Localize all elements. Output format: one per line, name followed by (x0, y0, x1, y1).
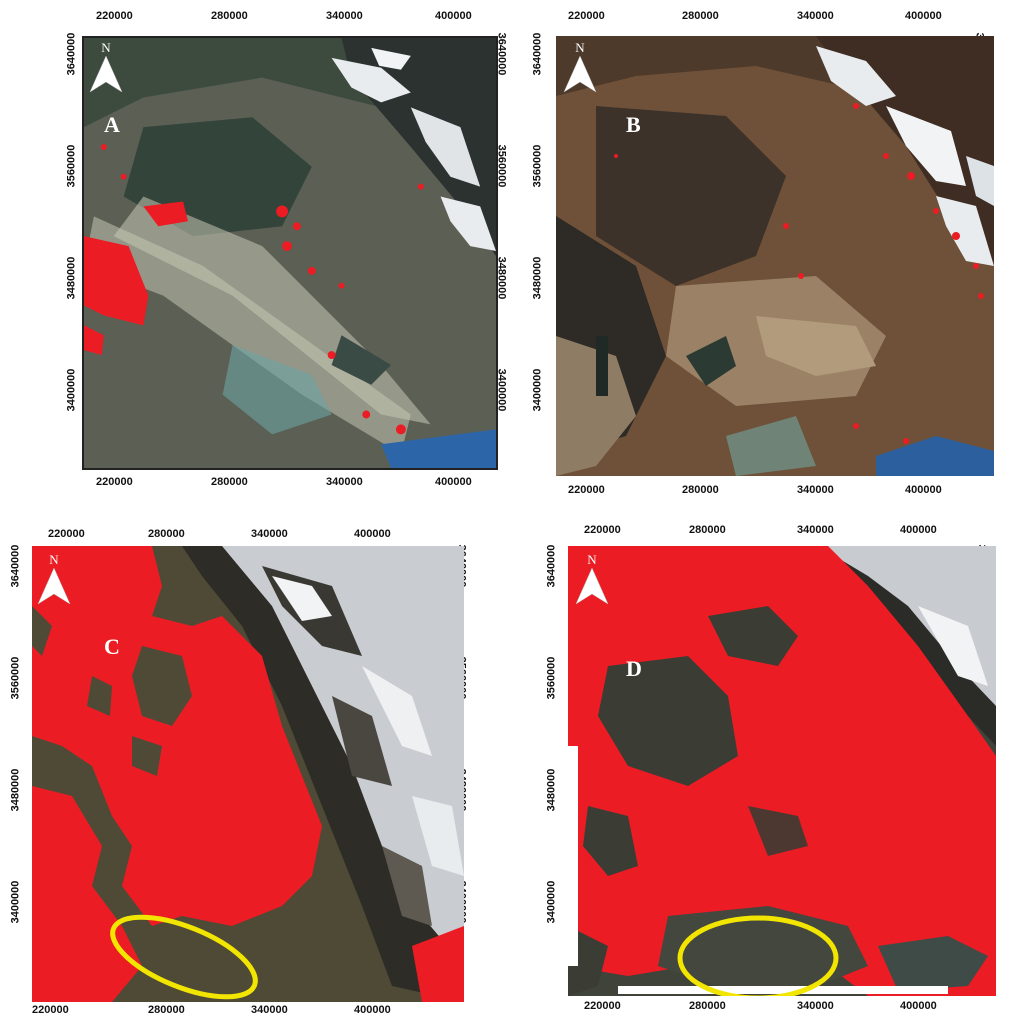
y-tick-left: 3560000 (65, 144, 78, 188)
x-tick-top: 220000 (96, 10, 133, 22)
north-arrow-icon: N (86, 40, 126, 94)
x-tick-top: 400000 (354, 528, 391, 540)
panel-letter: A (104, 112, 120, 137)
x-tick-top: 280000 (148, 528, 185, 540)
x-tick-bottom: 220000 (584, 1000, 621, 1012)
y-tick-left: 3560000 (9, 656, 22, 700)
y-tick-left: 3640000 (9, 544, 22, 588)
y-tick-left: 3400000 (531, 368, 544, 412)
x-tick-top: 400000 (900, 524, 937, 536)
y-tick-left: 3560000 (545, 656, 558, 700)
x-tick-bottom: 280000 (682, 484, 719, 496)
panel-letter: C (104, 634, 120, 659)
x-tick-bottom: 400000 (905, 484, 942, 496)
x-tick-bottom: 400000 (354, 1004, 391, 1016)
satellite-map-b (556, 36, 994, 476)
y-tick-left: 3640000 (531, 32, 544, 76)
north-arrow-icon: N (572, 552, 612, 606)
x-tick-bottom: 340000 (251, 1004, 288, 1016)
panel-letter: B (626, 112, 641, 137)
x-tick-bottom: 280000 (211, 476, 248, 488)
panel-letter: D (626, 656, 642, 681)
x-tick-bottom: 400000 (435, 476, 472, 488)
satellite-map-a (82, 36, 498, 470)
x-tick-bottom: 340000 (326, 476, 363, 488)
y-tick-left: 3480000 (545, 768, 558, 812)
north-arrow-icon: N (34, 552, 74, 606)
x-tick-top: 280000 (682, 10, 719, 22)
x-tick-bottom: 220000 (96, 476, 133, 488)
x-tick-bottom: 340000 (797, 1000, 834, 1012)
x-tick-bottom: 220000 (568, 484, 605, 496)
x-tick-bottom: 280000 (689, 1000, 726, 1012)
x-tick-top: 220000 (584, 524, 621, 536)
x-tick-top: 400000 (905, 10, 942, 22)
x-tick-bottom: 340000 (797, 484, 834, 496)
north-label: N (49, 552, 59, 567)
x-tick-bottom: 280000 (148, 1004, 185, 1016)
y-tick-left: 3400000 (545, 880, 558, 924)
x-tick-top: 280000 (689, 524, 726, 536)
x-tick-top: 220000 (568, 10, 605, 22)
north-label: N (587, 552, 597, 567)
y-tick-left: 3640000 (65, 32, 78, 76)
satellite-map-d (568, 546, 996, 996)
y-tick-left: 3480000 (9, 768, 22, 812)
x-tick-top: 220000 (48, 528, 85, 540)
y-tick-left: 3400000 (9, 880, 22, 924)
x-tick-top: 340000 (797, 524, 834, 536)
x-tick-top: 340000 (797, 10, 834, 22)
x-tick-top: 280000 (211, 10, 248, 22)
x-tick-top: 340000 (326, 10, 363, 22)
y-tick-left: 3400000 (65, 368, 78, 412)
north-arrow-icon: N (560, 40, 600, 94)
x-tick-top: 340000 (251, 528, 288, 540)
y-tick-left: 3640000 (545, 544, 558, 588)
x-tick-bottom: 220000 (32, 1004, 69, 1016)
y-tick-left: 3560000 (531, 144, 544, 188)
y-tick-left: 3480000 (65, 256, 78, 300)
satellite-map-c (32, 546, 464, 1002)
y-tick-left: 3480000 (531, 256, 544, 300)
north-label: N (575, 40, 585, 55)
north-label: N (101, 40, 111, 55)
x-tick-top: 400000 (435, 10, 472, 22)
x-tick-bottom: 400000 (900, 1000, 937, 1012)
